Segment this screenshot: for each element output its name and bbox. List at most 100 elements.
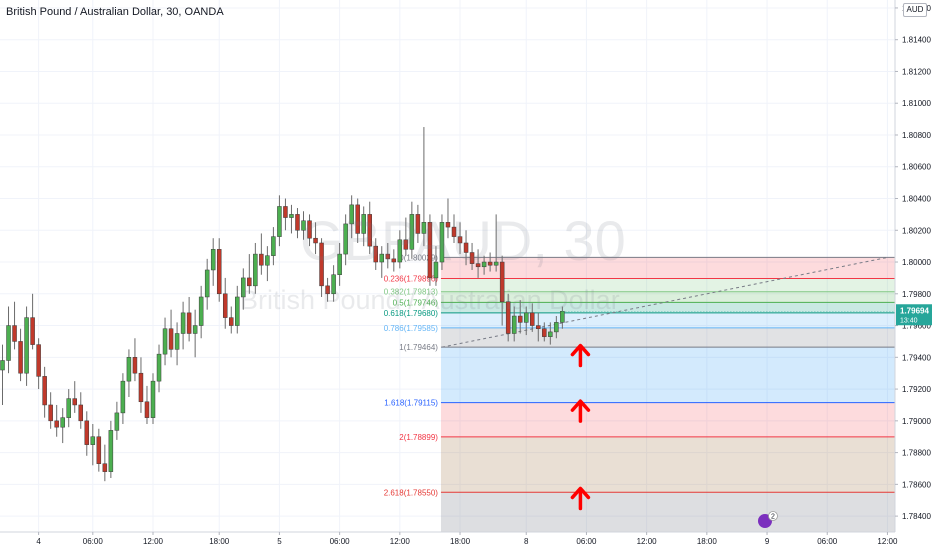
candle-body — [156, 353, 162, 382]
candle-body — [186, 312, 192, 334]
candle-body — [487, 261, 493, 266]
candle-body — [253, 253, 258, 287]
candle-body — [54, 420, 59, 428]
candle-body — [451, 226, 457, 237]
price-badge-countdown: 13:40 — [900, 317, 918, 324]
notification-count: 2 — [771, 514, 775, 521]
candle-body — [457, 236, 463, 244]
candle-body — [210, 249, 216, 271]
candle-body — [18, 341, 23, 374]
price-tick-label: 1.78400 — [902, 512, 931, 521]
time-tick-label: 06:00 — [83, 537, 104, 546]
candle-body — [42, 376, 47, 406]
candle-body — [397, 239, 403, 263]
candle-body — [548, 331, 553, 337]
candle-body — [222, 293, 228, 318]
candle-body — [114, 412, 120, 431]
candle-body — [192, 325, 198, 334]
candle-body — [72, 398, 77, 406]
up-arrow — [570, 486, 591, 511]
candle-body — [24, 317, 29, 374]
candle-body — [560, 311, 565, 323]
candle-body — [259, 253, 264, 266]
fib-level-label: 1(1.79464) — [399, 343, 438, 352]
fib-level-label: 0.786(1.79585) — [384, 324, 439, 333]
candle-body — [391, 258, 397, 263]
candle-body — [126, 357, 132, 382]
candle-body — [536, 325, 541, 329]
candle-body — [355, 204, 360, 234]
price-tick-label: 1.79200 — [902, 385, 931, 394]
fib-band — [440, 402, 895, 437]
candle-body — [427, 222, 433, 279]
fib-level-label: 0.5(1.79746) — [393, 298, 439, 307]
candle-body — [241, 277, 246, 298]
candle-body — [511, 315, 517, 334]
candle-body — [325, 285, 330, 295]
time-tick-label: 9 — [765, 537, 770, 546]
candle-body — [0, 360, 5, 371]
fib-level-label: 0.382(1.79813) — [384, 288, 439, 297]
candle-body — [361, 214, 366, 234]
candle-body — [283, 206, 288, 218]
candle-body — [138, 372, 144, 403]
candle-body — [162, 328, 168, 355]
chart-title: British Pound / Australian Dollar, 30, O… — [6, 6, 224, 18]
price-tick-label: 1.78800 — [902, 449, 931, 458]
price-tick-label: 1.79600 — [902, 322, 931, 331]
price-tick-label: 1.79800 — [902, 290, 931, 299]
candle-body — [409, 214, 415, 250]
candle-body — [349, 204, 354, 225]
candle-body — [331, 274, 336, 295]
candle-body — [247, 277, 252, 287]
time-tick-label: 06:00 — [576, 537, 597, 546]
price-axis — [895, 0, 932, 550]
time-tick-label: 06:00 — [330, 537, 351, 546]
candle-body — [144, 401, 150, 418]
candle-body — [469, 252, 475, 264]
price-tick-label: 1.80400 — [902, 195, 931, 204]
fib-band — [440, 291, 895, 303]
candle-body — [373, 245, 378, 263]
candle-body — [433, 261, 439, 279]
candle-body — [265, 255, 270, 266]
price-tick-label: 1.79400 — [902, 353, 931, 362]
candle-body — [6, 325, 11, 361]
fib-band — [440, 492, 895, 532]
fib-band — [440, 347, 895, 403]
up-arrow — [570, 399, 591, 423]
candle-body — [150, 380, 156, 418]
candle-body — [403, 239, 409, 250]
candle-body — [96, 436, 102, 464]
currency-button[interactable]: AUD — [903, 3, 927, 17]
candle-body — [66, 398, 71, 418]
time-tick-label: 12:00 — [143, 537, 164, 546]
price-tick-label: 1.81400 — [902, 36, 931, 45]
candle-body — [493, 261, 499, 266]
trend-line — [441, 256, 888, 348]
fib-band — [440, 257, 895, 279]
candle-body — [216, 249, 222, 295]
candle-body — [301, 220, 306, 231]
candle-body — [554, 322, 559, 333]
candle-body — [505, 301, 511, 334]
fib-band — [440, 327, 895, 348]
price-tick-label: 1.80600 — [902, 163, 931, 172]
time-tick-label: 5 — [277, 537, 282, 546]
time-tick-label: 8 — [524, 537, 529, 546]
price-tick-label: 1.81200 — [902, 67, 931, 76]
candle-body — [277, 206, 282, 237]
fib-band — [440, 278, 895, 292]
candle-body — [530, 312, 535, 326]
fib-level-label: 2.618(1.78550) — [384, 488, 439, 497]
fib-level-label: 1.618(1.79115) — [384, 399, 438, 408]
fib-level-label: 2(1.78899) — [399, 433, 438, 442]
candle-body — [415, 214, 421, 234]
time-tick-label: 12:00 — [390, 537, 411, 546]
price-tick-label: 1.79000 — [902, 417, 931, 426]
time-axis — [0, 532, 932, 550]
candle-body — [445, 222, 451, 228]
candle-body — [78, 404, 84, 422]
price-tick-label: 1.80000 — [902, 258, 931, 267]
